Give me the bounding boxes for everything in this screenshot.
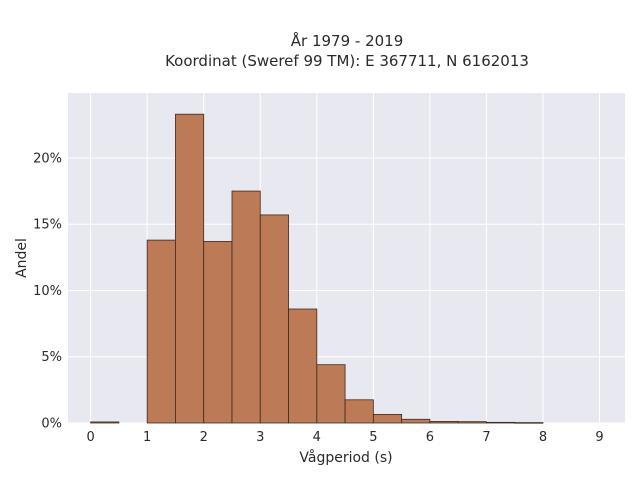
x-tick-label: 2 <box>200 430 208 445</box>
x-tick-label: 7 <box>482 430 490 445</box>
histogram-bar <box>90 421 120 424</box>
x-tick-label: 1 <box>143 430 151 445</box>
x-tick-label: 0 <box>86 430 94 445</box>
histogram-bar <box>486 421 516 424</box>
x-tick-label: 3 <box>256 430 264 445</box>
histogram-bar <box>457 421 487 424</box>
y-tick-label: 20% <box>33 151 62 166</box>
x-tick-label: 8 <box>539 430 547 445</box>
y-tick-label: 10% <box>33 284 62 299</box>
histogram-bar <box>146 239 176 424</box>
histogram-bar <box>231 190 261 424</box>
x-tick-label: 9 <box>595 430 603 445</box>
y-axis-ticks: 0% 5% 10% 15% 20% <box>33 151 62 431</box>
x-tick-label: 4 <box>313 430 321 445</box>
histogram-bar <box>316 364 346 424</box>
histogram-bar <box>372 413 403 424</box>
histogram-bar <box>175 113 205 424</box>
histogram-bar <box>429 421 459 424</box>
y-tick-label: 0% <box>41 417 62 432</box>
x-tick-label: 6 <box>426 430 434 445</box>
histogram-bar <box>288 308 318 424</box>
histogram-bar <box>259 214 289 424</box>
y-tick-label: 15% <box>33 218 62 233</box>
histogram-bars <box>90 113 544 424</box>
y-axis-label: Andel <box>14 238 30 278</box>
x-axis-label: Vågperiod (s) <box>299 449 392 466</box>
chart-subtitle: Koordinat (Sweref 99 TM): E 367711, N 61… <box>165 52 529 70</box>
histogram-bar <box>401 418 431 424</box>
histogram-bar <box>203 241 233 424</box>
x-tick-label: 5 <box>369 430 377 445</box>
histogram-bar <box>514 422 544 424</box>
chart-title: År 1979 - 2019 <box>291 31 404 50</box>
y-tick-label: 5% <box>41 350 62 365</box>
histogram-bar <box>344 399 374 424</box>
x-axis-ticks: 0 1 2 3 4 5 6 7 8 9 <box>86 430 603 445</box>
